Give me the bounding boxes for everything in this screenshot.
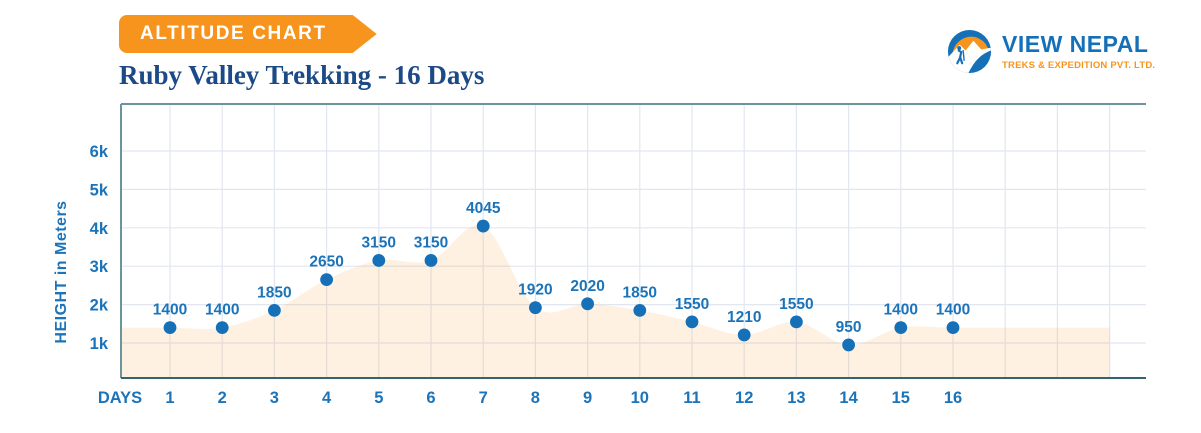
data-point-label: 1400 <box>205 302 239 319</box>
data-point-label: 2020 <box>570 278 604 295</box>
data-point <box>268 303 281 317</box>
data-point <box>372 254 386 267</box>
data-point <box>894 321 908 335</box>
data-point <box>842 338 855 352</box>
y-tick-label: 5k <box>90 181 109 199</box>
data-point <box>685 315 699 329</box>
data-point-label: 1550 <box>675 296 709 313</box>
x-tick-label: 6 <box>426 389 435 407</box>
mountain-hiker-logo-icon <box>947 29 992 74</box>
data-point-label: 4045 <box>466 200 501 217</box>
brand-name: VIEW NEPAL <box>1002 31 1149 58</box>
brand-logo: VIEW NEPAL TREKS & EXPEDITION PVT. LTD. <box>946 28 1155 75</box>
data-point-label: 1850 <box>623 284 657 301</box>
brand-tagline: TREKS & EXPEDITION PVT. LTD. <box>1002 59 1156 71</box>
data-point-label: 1550 <box>779 296 813 313</box>
x-tick-label: 12 <box>735 389 753 407</box>
banner-label: ALTITUDE CHART <box>140 23 327 44</box>
x-tick-label: 1 <box>165 389 174 407</box>
data-point <box>790 315 803 329</box>
x-tick-label: 14 <box>839 389 858 407</box>
data-point-label: 3150 <box>414 234 448 251</box>
data-point-label: 1400 <box>884 302 918 319</box>
x-tick-label: 9 <box>583 389 592 407</box>
data-point-label: 1850 <box>257 284 291 301</box>
x-tick-label: 15 <box>892 389 910 407</box>
x-tick-label: 13 <box>787 389 805 407</box>
x-tick-label: 4 <box>322 389 332 407</box>
data-point-label: 1400 <box>936 302 970 319</box>
data-point-label: 1210 <box>727 309 761 326</box>
data-point <box>320 273 333 287</box>
area-fill <box>121 224 1110 377</box>
data-point-label: 1920 <box>518 282 552 299</box>
x-tick-label: 16 <box>944 389 962 407</box>
x-axis-title: DAYS <box>98 389 142 407</box>
x-tick-label: 7 <box>479 389 488 407</box>
data-point <box>581 297 594 311</box>
x-tick-label: 11 <box>683 389 700 407</box>
data-point-label: 950 <box>836 319 862 336</box>
y-tick-label: 3k <box>90 258 109 276</box>
data-point-label: 2650 <box>309 254 343 271</box>
altitude-chart-banner: ALTITUDE CHART <box>119 15 377 53</box>
x-tick-label: 5 <box>374 389 383 407</box>
data-point <box>946 321 960 335</box>
data-point <box>737 328 751 342</box>
data-point <box>633 303 647 317</box>
brand-logo-text: VIEW NEPAL TREKS & EXPEDITION PVT. LTD. <box>1002 32 1155 70</box>
x-tick-label: 8 <box>531 389 540 407</box>
y-tick-label: 2k <box>90 297 109 315</box>
x-tick-label: 10 <box>631 389 649 407</box>
data-point-label: 1400 <box>153 302 187 319</box>
data-point-label: 3150 <box>362 234 396 251</box>
data-point <box>476 219 490 233</box>
x-tick-label: 2 <box>218 389 227 407</box>
logo-hiker <box>956 46 965 65</box>
y-tick-label: 6k <box>90 143 109 161</box>
data-point <box>163 321 177 335</box>
y-tick-label: 4k <box>90 220 109 238</box>
data-point <box>424 254 438 267</box>
data-point <box>529 301 542 315</box>
page-title: Ruby Valley Trekking - 16 Days <box>119 60 485 90</box>
x-tick-label: 3 <box>270 389 279 407</box>
y-axis-title: HEIGHT in Meters <box>53 200 70 343</box>
data-point <box>215 321 229 335</box>
y-tick-label: 1k <box>90 335 109 353</box>
